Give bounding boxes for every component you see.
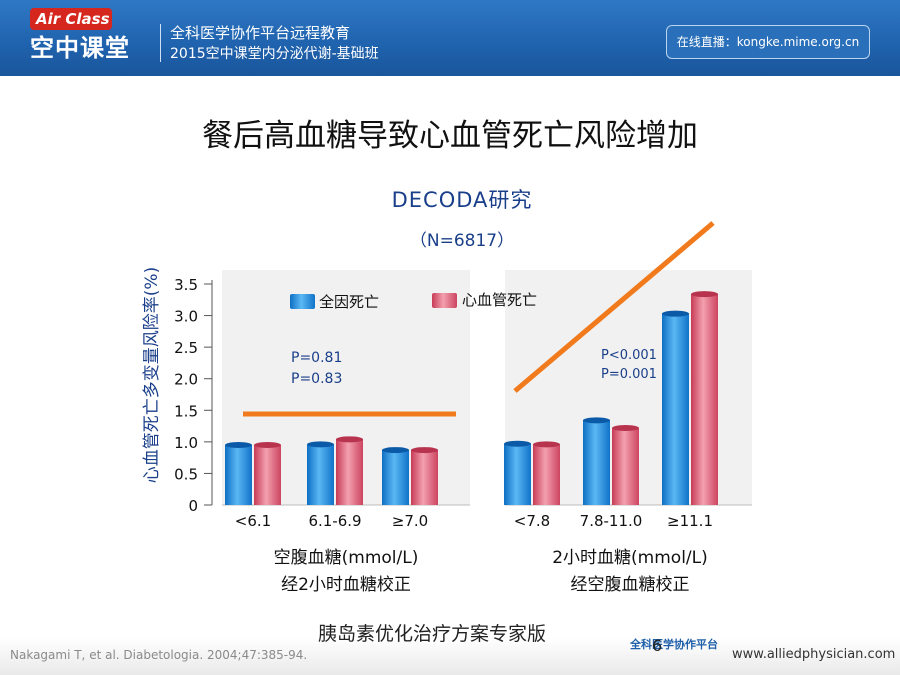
legend-swatch-all-cause — [290, 294, 315, 309]
website-link[interactable]: www.alliedphysician.com — [732, 647, 896, 662]
logo-badge — [30, 8, 112, 30]
y-tick-label: 3.5 — [174, 276, 198, 294]
legend-swatch-cardiovascular — [432, 293, 457, 308]
x-category-label: 7.8-11.0 — [580, 512, 643, 530]
y-tick-label: 3.0 — [174, 308, 198, 326]
y-axis-label: 心血管死亡多变量风险率(%) — [142, 267, 162, 483]
bar-cap-cardiovascular — [336, 436, 363, 443]
bar-cardiovascular — [336, 439, 363, 505]
header-subtitle: 2015空中课堂内分泌代谢-基础班 — [170, 46, 379, 62]
group-label-postprandial-2: 经空腹血糖校正 — [571, 575, 690, 595]
y-axis: 0 0.5 1.0 1.5 2.0 2.5 3.0 3.5 — [174, 276, 213, 515]
bar-all-cause — [583, 420, 610, 505]
legend-label-all-cause: 全因死亡 — [319, 293, 379, 311]
y-tick-label: 2.5 — [174, 339, 198, 357]
group-label-postprandial-1: 2小时血糖(mmol/L) — [552, 548, 708, 568]
bar-cap-cardiovascular — [691, 291, 718, 298]
footer-bar — [0, 638, 900, 675]
p-value-fasting-1: P=0.81 — [291, 350, 342, 366]
bar-cardiovascular — [691, 294, 718, 505]
legend-label-cardiovascular: 心血管死亡 — [462, 291, 537, 309]
bar-all-cause — [382, 450, 409, 505]
group-label-fasting-1: 空腹血糖(mmol/L) — [274, 548, 419, 568]
x-category-label: 6.1-6.9 — [308, 512, 361, 530]
bar-cardiovascular — [411, 450, 438, 505]
bar-cap-all-cause — [225, 442, 252, 449]
p-value-postprandial-1: P<0.001 — [601, 348, 657, 363]
header-title: 全科医学协作平台远程教育 — [170, 24, 351, 42]
chart-legend: 全因死亡 心血管死亡 — [290, 291, 537, 311]
watermark-text: 胰岛素优化治疗方案专家版 — [318, 623, 547, 645]
header-divider — [160, 24, 161, 62]
bar-cap-cardiovascular — [411, 447, 438, 454]
y-tick-label: 0 — [188, 497, 198, 515]
y-tick-label: 2.0 — [174, 371, 198, 389]
x-category-label: ≥7.0 — [392, 512, 428, 530]
bar-cap-cardiovascular — [533, 441, 560, 448]
x-category-label: <7.8 — [514, 512, 550, 530]
citation: Nakagami T, et al. Diabetologia. 2004;47… — [10, 648, 308, 662]
bar-cap-all-cause — [583, 417, 610, 424]
group-label-fasting-2: 经2小时血糖校正 — [281, 575, 411, 595]
bar-cardiovascular — [612, 427, 639, 505]
bar-all-cause — [225, 445, 252, 505]
x-category-label: ≥11.1 — [667, 512, 713, 530]
bar-cap-all-cause — [307, 441, 334, 448]
bar-all-cause — [504, 443, 531, 505]
slide-title: 餐后高血糖导致心血管死亡风险增加 — [202, 118, 698, 154]
chart-title: DECODA研究 — [392, 188, 533, 212]
p-value-fasting-2: P=0.83 — [291, 371, 342, 387]
bar-cap-all-cause — [662, 310, 689, 317]
trend-line — [513, 221, 715, 393]
bar-cap-cardiovascular — [254, 442, 281, 449]
y-tick-label: 1.5 — [174, 402, 198, 420]
bar-cap-all-cause — [382, 447, 409, 454]
p-value-postprandial-2: P=0.001 — [601, 367, 657, 382]
bar-cap-all-cause — [504, 440, 531, 447]
y-tick-label: 0.5 — [174, 465, 198, 483]
live-stream-link[interactable]: 在线直播：kongke.mime.org.cn — [666, 25, 870, 59]
footer-logo: 全科医学协作平台 — [630, 638, 718, 651]
logo-kongzhong-ketang: 空中课堂 — [30, 34, 130, 62]
bar-all-cause — [662, 313, 689, 505]
bar-cardiovascular — [254, 445, 281, 505]
bar-cardiovascular — [533, 444, 560, 505]
bar-all-cause — [307, 444, 334, 505]
page-number: 6 — [652, 636, 663, 655]
bar-cap-cardiovascular — [612, 424, 639, 431]
y-tick-label: 1.0 — [174, 434, 198, 452]
logo-air-class: Air Class — [36, 10, 110, 28]
x-category-label: <6.1 — [235, 512, 271, 530]
chart-subtitle: （N=6817） — [410, 231, 514, 251]
